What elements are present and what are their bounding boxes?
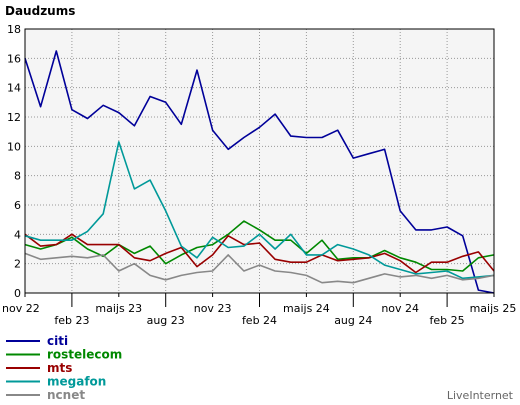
- legend-label-mts: mts: [47, 361, 72, 375]
- y-tick-label: 4: [14, 228, 21, 241]
- x-tick-label: maijs 24: [283, 302, 330, 315]
- y-axis: 0 2 4 6 8 10 12 14 16 18: [7, 23, 21, 300]
- y-tick-label: 0: [14, 287, 21, 300]
- y-tick-label: 18: [7, 23, 21, 36]
- x-tick-label: nov 24: [381, 302, 419, 315]
- x-tick-label: feb 23: [54, 314, 89, 327]
- x-tick-label: maijs 23: [95, 302, 142, 315]
- legend-label-megafon: megafon: [47, 375, 106, 389]
- x-tick-label: aug 23: [147, 314, 185, 327]
- y-tick-label: 8: [14, 170, 21, 183]
- legend-label-rostelecom: rostelecom: [47, 348, 122, 362]
- plot-frame: [24, 28, 495, 294]
- x-tick-label: maijs 25: [470, 302, 517, 315]
- x-tick-label: nov 23: [194, 302, 232, 315]
- series-line-ncnet: [24, 252, 495, 284]
- chart-title: Daudzums: [5, 4, 75, 18]
- y-tick-label: 6: [14, 199, 21, 212]
- y-tick-label: 2: [14, 258, 21, 271]
- y-tick-label: 10: [7, 140, 21, 153]
- x-tick-label: nov 22: [2, 302, 40, 315]
- legend-label-citi: citi: [47, 334, 68, 348]
- series-lines: [24, 50, 495, 294]
- brand-label: LiveInternet: [447, 389, 514, 402]
- x-tick-label: feb 24: [242, 314, 277, 327]
- series-line-citi: [24, 50, 495, 294]
- x-axis: nov 22 feb 23 maijs 23 aug 23 nov 23 feb 24 ma…: [2, 293, 516, 327]
- grid: [25, 29, 494, 293]
- series-line-megafon: [24, 141, 495, 280]
- y-tick-label: 12: [7, 111, 21, 124]
- series-line-mts: [24, 233, 495, 274]
- y-tick-label: 16: [7, 52, 21, 65]
- x-tick-label: feb 25: [430, 314, 465, 327]
- x-tick-label: aug 24: [334, 314, 372, 327]
- legend-label-ncnet: ncnet: [47, 388, 85, 402]
- series-line-rostelecom: [24, 220, 495, 272]
- y-tick-label: 14: [7, 82, 21, 95]
